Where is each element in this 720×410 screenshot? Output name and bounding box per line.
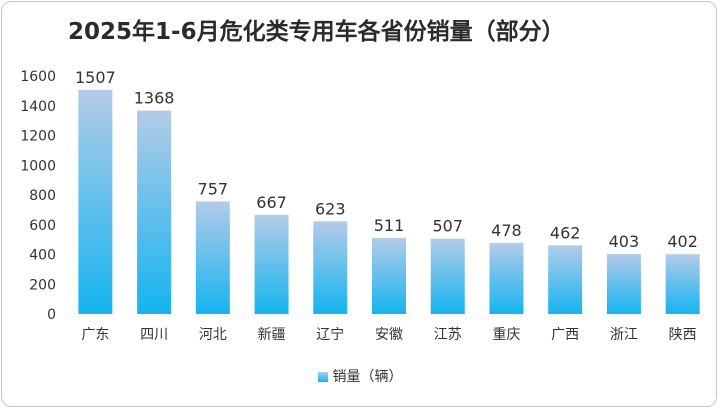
data-label-陕西: 402 (667, 232, 698, 251)
y-tick-label: 1400 (20, 99, 56, 115)
y-tick-label: 0 (47, 307, 56, 323)
x-axis: 广东 四川 河北 新疆 辽宁 安徽 江苏 重庆 广西 浙江 陕西 (81, 326, 696, 343)
x-tick-label-四川: 四川 (140, 327, 168, 343)
x-tick-label-安徽: 安徽 (375, 327, 403, 343)
x-tick-label-江苏: 江苏 (434, 327, 462, 343)
bar-陕西 (665, 254, 700, 314)
x-tick-label-新疆: 新疆 (258, 327, 286, 343)
bar-辽宁 (313, 221, 348, 314)
x-tick-label-河北: 河北 (199, 327, 227, 343)
y-axis: 0 200 400 600 800 1000 1200 1400 1600 (20, 69, 56, 323)
data-label-四川: 1368 (134, 89, 175, 108)
data-label-江苏: 507 (432, 217, 463, 236)
y-tick-label: 600 (29, 218, 56, 234)
data-label-新疆: 667 (256, 193, 287, 212)
legend-swatch (317, 372, 328, 382)
y-tick-label: 400 (29, 248, 56, 264)
x-tick-label-浙江: 浙江 (610, 327, 638, 343)
bar-广东 (78, 89, 113, 315)
data-label-河北: 757 (198, 179, 229, 198)
data-label-安徽: 511 (374, 216, 405, 235)
legend: 销量（辆） (0, 366, 720, 386)
x-tick-label-辽宁: 辽宁 (316, 326, 344, 343)
y-tick-label: 1200 (20, 129, 56, 145)
y-tick-label: 1600 (20, 69, 56, 85)
legend-label: 销量（辆） (332, 369, 403, 385)
data-label-辽宁: 623 (315, 199, 346, 218)
bars (78, 89, 700, 315)
data-label-重庆: 478 (491, 221, 522, 240)
x-tick-label-陕西: 陕西 (669, 327, 697, 343)
data-label-广西: 462 (550, 223, 581, 242)
data-label-广东: 1507 (75, 68, 116, 87)
x-tick-label-重庆: 重庆 (492, 327, 520, 343)
y-tick-label: 800 (29, 188, 56, 204)
bar-四川 (137, 110, 172, 314)
chart-title: 2025年1-6月危化类专用车各省份销量（部分） (68, 19, 565, 45)
data-label-浙江: 403 (609, 232, 640, 251)
bar-安徽 (372, 237, 406, 314)
data-labels: 1507 1368 757 667 623 511 507 478 462 403 402 (75, 68, 698, 251)
x-tick-label-广西: 广西 (551, 327, 579, 343)
bar-浙江 (606, 254, 641, 314)
bar-新疆 (254, 214, 289, 314)
bar-广西 (548, 245, 583, 314)
bar-江苏 (430, 238, 465, 314)
bar-重庆 (489, 242, 524, 314)
y-tick-label: 200 (29, 277, 56, 293)
bar-河北 (195, 201, 230, 314)
x-tick-label-广东: 广东 (81, 327, 109, 343)
y-tick-label: 1000 (20, 158, 56, 174)
